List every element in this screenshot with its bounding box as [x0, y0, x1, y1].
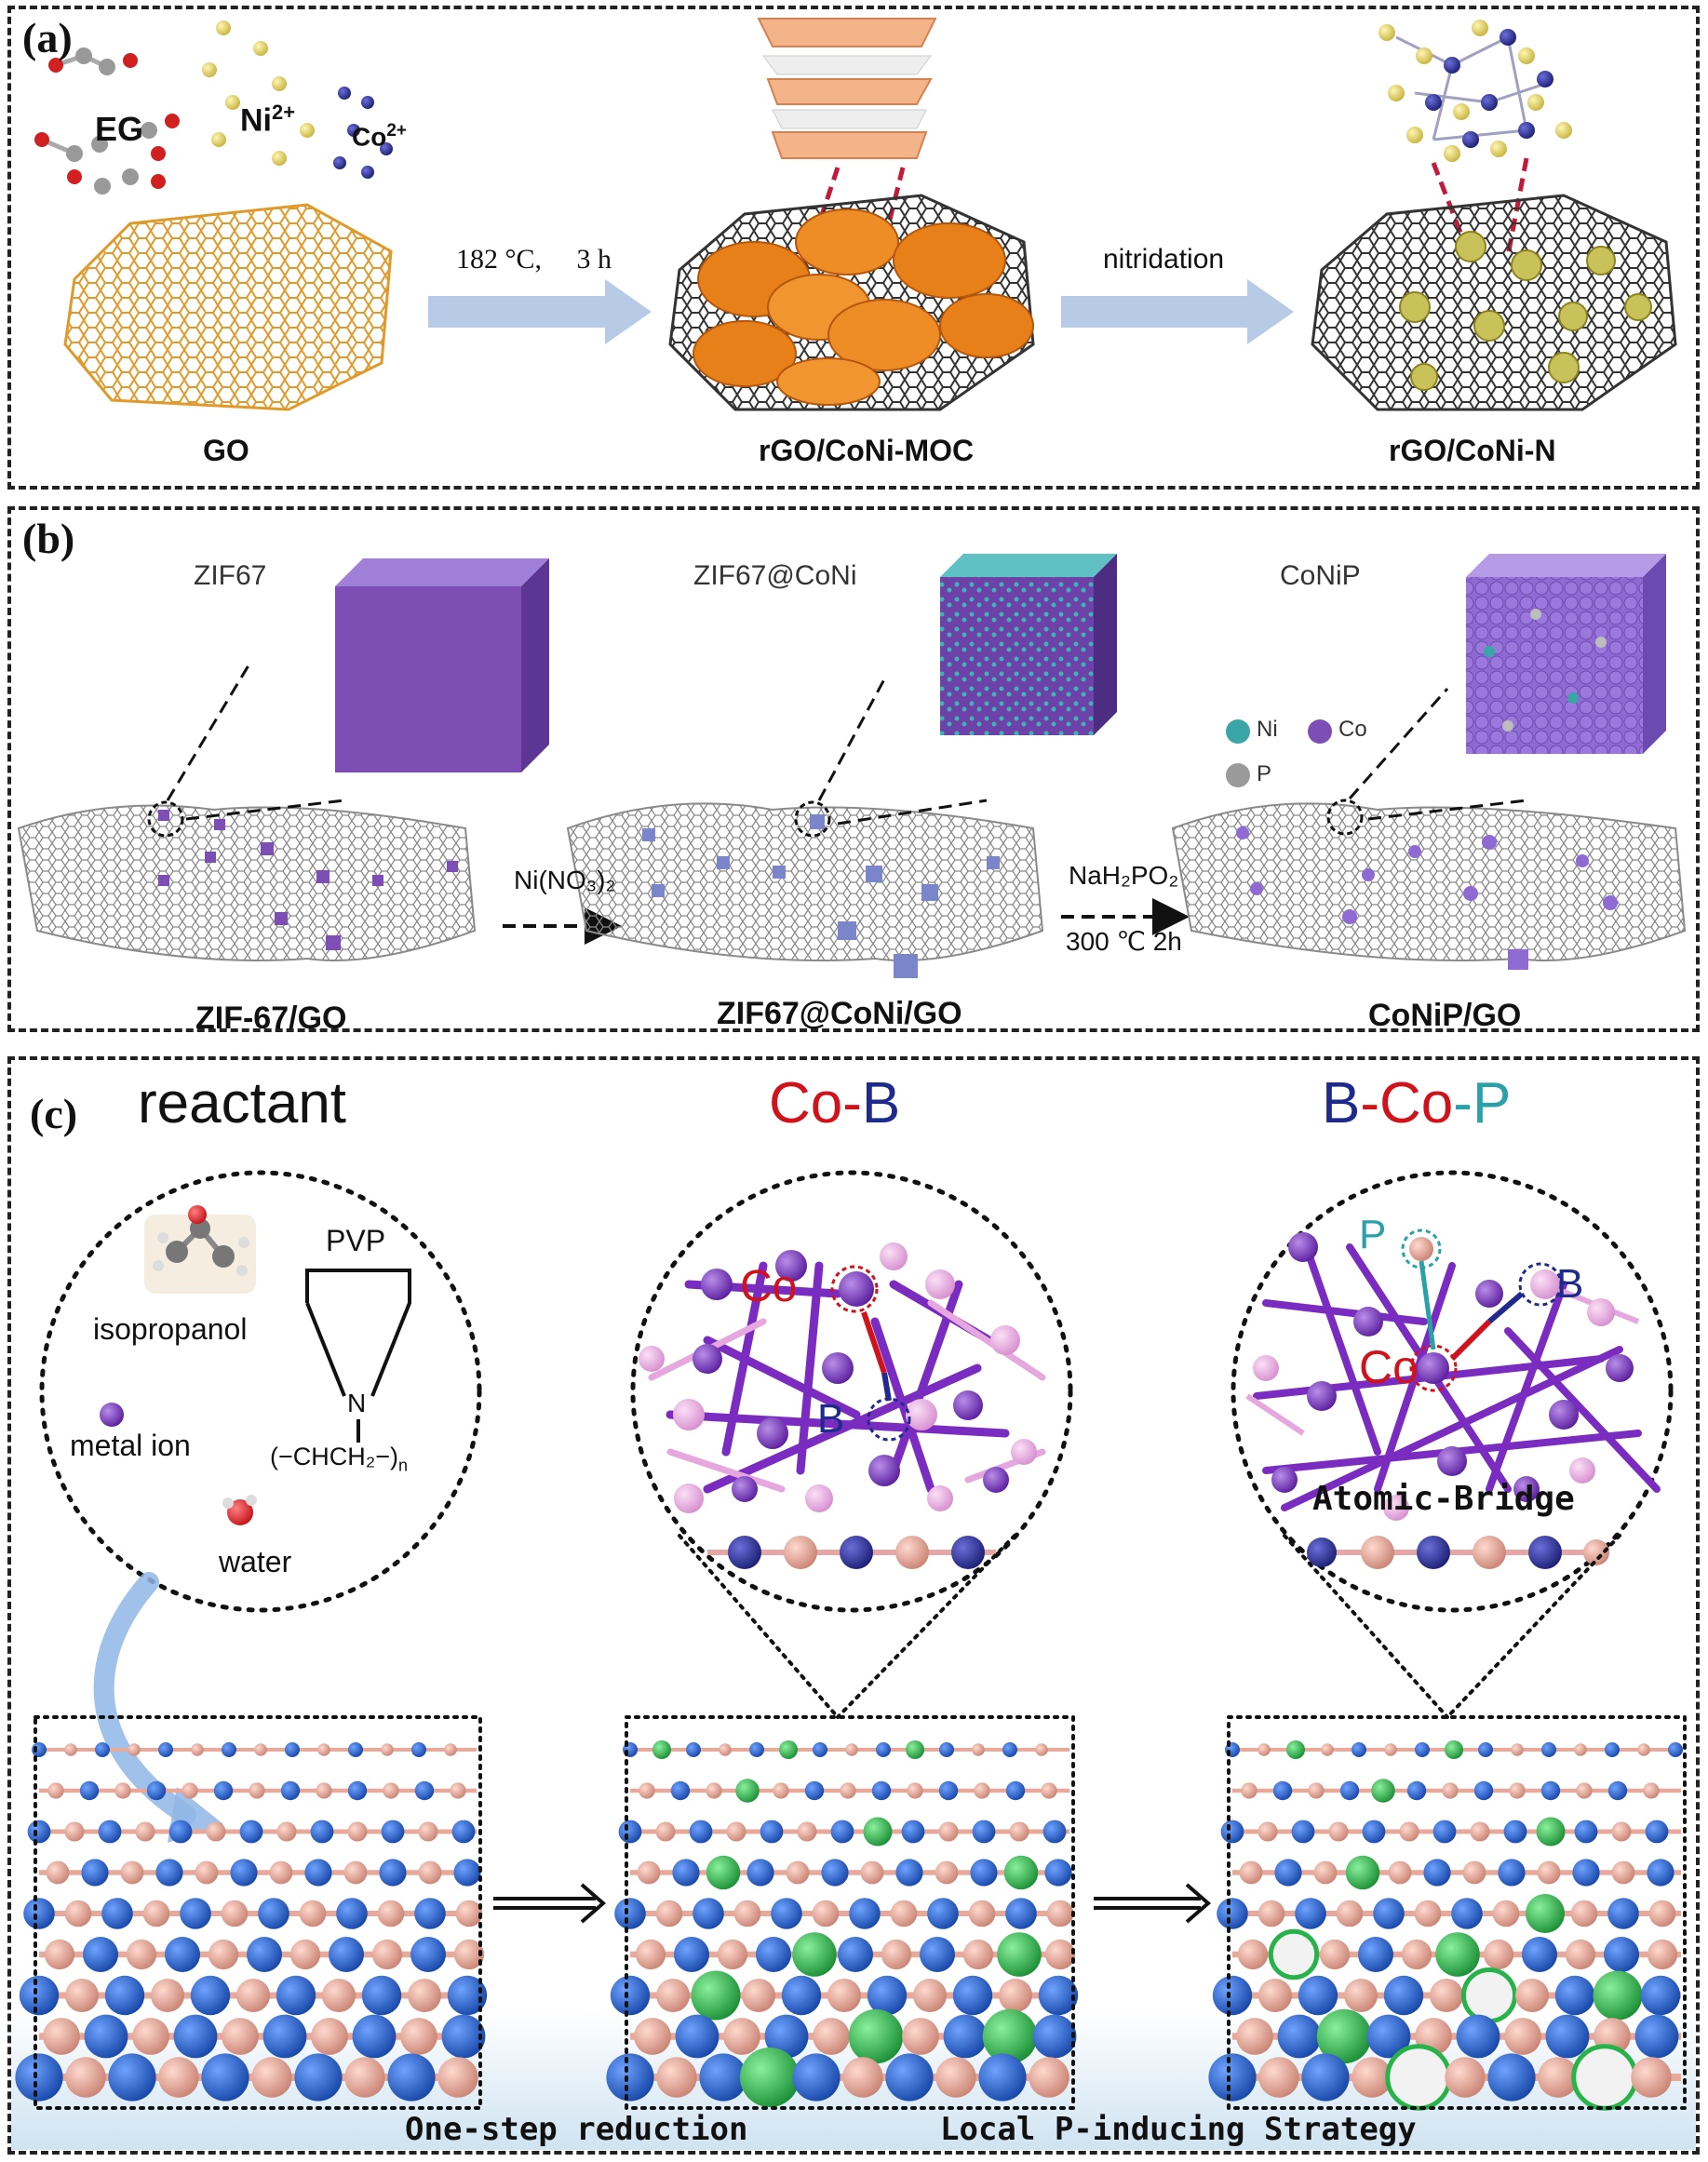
double-arrow-c2-icon	[1094, 1883, 1212, 1924]
stage-conip-go-label: CoNiP/GO	[1368, 998, 1522, 1033]
panel-c-frame	[7, 1056, 1700, 2155]
panel-b-frame	[7, 506, 1700, 1032]
bcop-title-p: P	[1472, 1071, 1512, 1135]
ni-ions-icon	[202, 20, 315, 166]
stage-nitride-label: rGO/CoNi-N	[1389, 434, 1556, 467]
co-ion-charge: 2+	[386, 121, 407, 141]
reactant-circle	[39, 1170, 482, 1613]
cob-title-co: Co	[769, 1071, 843, 1135]
step-c2-label: Local P-inducing Strategy	[940, 2111, 1417, 2148]
rgo-n-sheet-icon	[1311, 194, 1677, 411]
bcop-title-b: B	[1322, 1071, 1361, 1135]
lattice-box-1	[15, 1742, 488, 2102]
isopropanol-molecule-icon	[144, 1205, 256, 1294]
step-c1-label: One-step reduction	[405, 2111, 748, 2148]
ni-ion-symbol: Ni	[240, 102, 272, 139]
lattice-box-2	[606, 1740, 1079, 2107]
pvp-n-label: N	[347, 1389, 367, 1417]
zif67-cube-icon	[335, 558, 549, 772]
pvp-polymer-subscript: n	[398, 1456, 409, 1475]
legend-ni-dot-icon	[1226, 719, 1250, 744]
metal-ion-label: metal ion	[70, 1429, 191, 1462]
panel-b-graphics	[17, 554, 1687, 978]
co-ions-icon	[333, 87, 393, 179]
eg-molecules-icon	[34, 47, 180, 195]
arrow-a2-icon	[1061, 279, 1294, 344]
bcop-title-dash1: -	[1360, 1071, 1380, 1135]
pvp-polymer-label: (−CHCH₂−)n	[270, 1443, 408, 1475]
pvp-polymer-chain: (−CHCH₂−)	[270, 1443, 398, 1470]
bcop-circle	[1231, 1170, 1674, 1613]
legend-p-dot-icon	[1226, 763, 1250, 787]
cob-title-dash: -	[842, 1071, 862, 1135]
bcop-title-dash2: -	[1453, 1071, 1473, 1135]
cob-structure-icon	[639, 1242, 1046, 1569]
step-a2-label: nitridation	[1103, 244, 1225, 275]
step-a1-label: 182 °C, 3 h	[456, 244, 612, 275]
step-b2-reagent-label: NaH₂PO₂	[1069, 861, 1179, 890]
atomic-bridge-label: Atomic-Bridge	[1312, 1480, 1575, 1518]
moc-stack-icon	[757, 18, 937, 243]
bcop-structure-icon	[1245, 1229, 1661, 1569]
panel-c-graphics	[11, 1170, 1696, 2150]
ni-ion-label: Ni2+	[240, 101, 295, 139]
double-arrow-c1-icon	[493, 1883, 607, 1924]
inset-zif67-label: ZIF67	[194, 560, 267, 591]
curved-arrow-icon	[93, 1572, 196, 1825]
zif-coni-cube-icon	[940, 554, 1117, 735]
cob-b-label: B	[817, 1396, 845, 1442]
nitride-structure-icon	[1379, 20, 1572, 257]
rgo-moc-sheet-icon	[668, 194, 1035, 411]
stage-zif-coni-go-label: ZIF67@CoNi/GO	[717, 996, 962, 1031]
stage-moc-label: rGO/CoNi-MOC	[759, 434, 975, 467]
step-b2-cond-label: 300 ℃ 2h	[1066, 927, 1182, 956]
co-ion-label: Co2+	[352, 121, 407, 152]
zif-coni-go-sheet-icon	[566, 678, 1044, 978]
metal-ion-icon	[100, 1403, 124, 1427]
conip-go-sheet-icon	[1171, 688, 1687, 970]
bcop-title-co: Co	[1379, 1071, 1454, 1135]
panel-a-graphics	[34, 18, 1677, 411]
lattice-box-3	[1208, 1740, 1683, 2111]
conip-cube-icon	[1466, 554, 1666, 754]
cob-title-b: B	[861, 1071, 901, 1135]
legend-co-label: Co	[1338, 717, 1367, 742]
legend-p-label: P	[1257, 761, 1272, 786]
stage-go-label: GO	[203, 434, 249, 467]
pvp-label: PVP	[326, 1224, 386, 1257]
legend-co-dot-icon	[1308, 719, 1332, 744]
isopropanol-label: isopropanol	[93, 1312, 248, 1346]
co-ion-symbol: Co	[352, 122, 387, 152]
bcop-co-label: Co	[1359, 1341, 1419, 1393]
pvp-structure-icon	[305, 1269, 411, 1443]
bcop-b-label: B	[1556, 1261, 1584, 1307]
panel-b-label: (b)	[22, 515, 75, 562]
water-molecule-icon	[222, 1495, 257, 1525]
stage-zif-go-label: ZIF-67/GO	[195, 1000, 347, 1036]
legend-ni-label: Ni	[1257, 717, 1278, 742]
step-b1-label: Ni(NO₃)₂	[514, 866, 616, 894]
inset-zif-coni-label: ZIF67@CoNi	[693, 560, 857, 591]
bcop-title: B-Co-P	[1322, 1070, 1511, 1136]
panel-c-label: (c)	[30, 1090, 78, 1137]
go-sheet-icon	[63, 203, 393, 411]
inset-conip-label: CoNiP	[1280, 560, 1361, 591]
zif-go-sheet-icon	[17, 660, 477, 961]
reactant-title: reactant	[138, 1071, 347, 1135]
eg-label: EG	[95, 110, 144, 148]
arrow-a1-icon	[428, 279, 652, 344]
cob-title: Co-B	[769, 1070, 900, 1136]
panel-a-frame	[7, 6, 1700, 490]
cob-circle	[630, 1170, 1073, 1613]
bcop-p-label: P	[1359, 1212, 1387, 1257]
ni-ion-charge: 2+	[272, 101, 296, 124]
cob-co-label: Co	[740, 1262, 798, 1311]
panel-a-label: (a)	[22, 14, 73, 61]
water-label: water	[219, 1545, 292, 1578]
